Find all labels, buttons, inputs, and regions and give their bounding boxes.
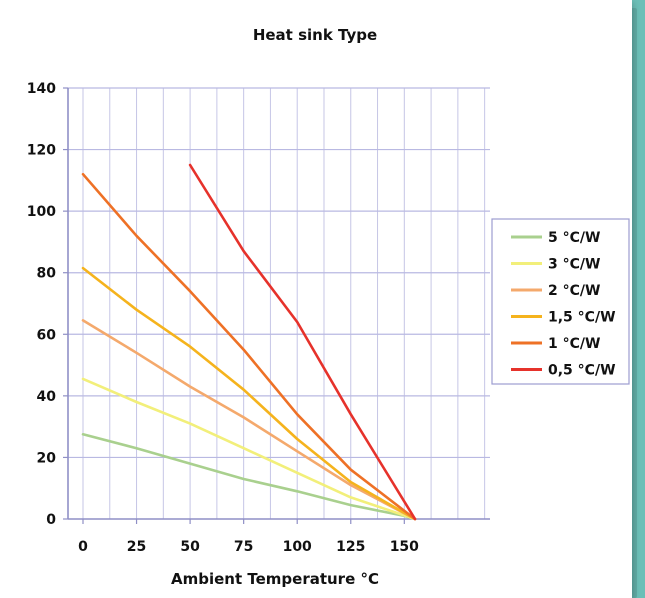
x-tick-label: 100 bbox=[283, 539, 312, 555]
y-tick-label: 100 bbox=[27, 204, 56, 220]
y-tick-label: 60 bbox=[37, 327, 57, 343]
y-tick-label: 0 bbox=[46, 512, 56, 528]
y-tick-label: 80 bbox=[37, 266, 57, 282]
x-axis-title: Ambient Temperature °C bbox=[171, 570, 379, 588]
grid-layer bbox=[68, 87, 490, 519]
series-line bbox=[81, 433, 417, 521]
series-layer bbox=[81, 163, 417, 521]
y-tick-label: 20 bbox=[37, 450, 57, 466]
x-tick-label: 125 bbox=[336, 539, 365, 555]
x-tick-label: 150 bbox=[390, 539, 419, 555]
legend-label: 0,5 °C/W bbox=[548, 363, 616, 379]
x-tick-label: 75 bbox=[234, 539, 253, 555]
y-tick-label: 120 bbox=[27, 143, 56, 159]
legend-box bbox=[491, 218, 630, 385]
chart-title: Heat sink Type bbox=[253, 26, 377, 44]
series-line bbox=[81, 377, 417, 521]
x-tick-label: 25 bbox=[127, 539, 146, 555]
labels-layer: 0 20 40 60 80 100 120 140 0 25 50 75 100 125 150 bbox=[27, 81, 419, 555]
legend-label: 5 °C/W bbox=[548, 230, 600, 246]
y-tick-label: 40 bbox=[37, 389, 57, 405]
axes-layer bbox=[63, 87, 490, 524]
legend-label: 1 °C/W bbox=[548, 336, 600, 352]
series-line bbox=[81, 266, 417, 521]
series-line bbox=[81, 172, 417, 521]
x-tick-label: 50 bbox=[180, 539, 200, 555]
y-tick-label: 140 bbox=[27, 81, 56, 97]
series-line bbox=[81, 319, 417, 521]
legend-label: 2 °C/W bbox=[548, 283, 600, 299]
legend-label: 3 °C/W bbox=[548, 257, 600, 273]
x-tick-label: 0 bbox=[78, 539, 88, 555]
legend-items: 5 °C/W 3 °C/W 2 °C/W 1,5 °C/W 1 °C/W 0,5 °C/W bbox=[511, 230, 616, 379]
legend: 5 °C/W 3 °C/W 2 °C/W 1,5 °C/W 1 °C/W 0,5 °C/W bbox=[491, 218, 630, 385]
series-line bbox=[188, 163, 417, 521]
legend-label: 1,5 °C/W bbox=[548, 310, 616, 326]
